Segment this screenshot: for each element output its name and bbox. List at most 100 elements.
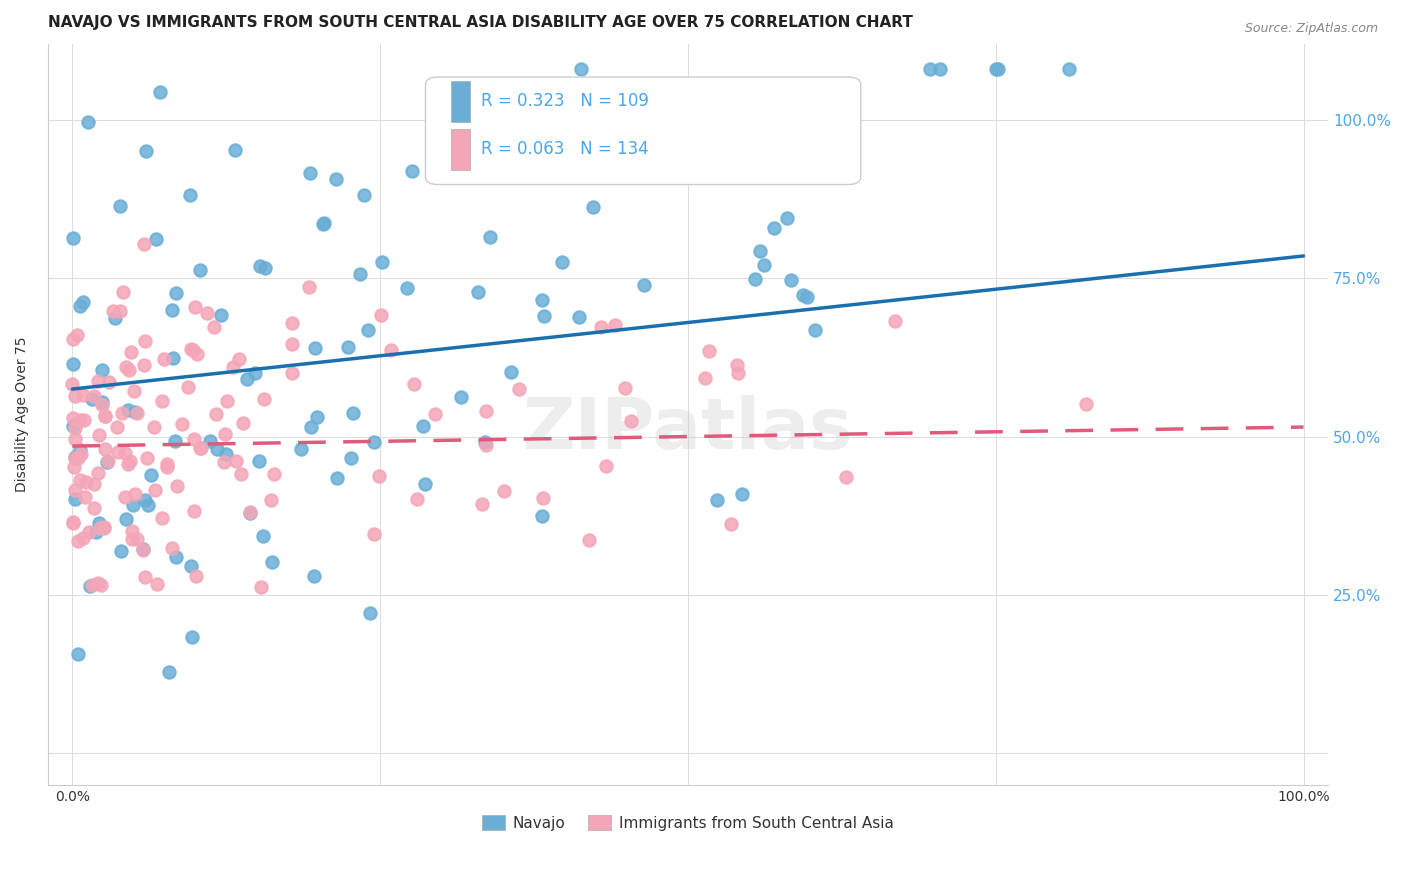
Point — [263, 467, 285, 482]
Point — [412, 419, 434, 434]
Point — [239, 506, 262, 520]
Point — [202, 319, 225, 334]
Point — [69, 412, 91, 426]
Text: NAVAJO VS IMMIGRANTS FROM SOUTH CENTRAL ASIA DISABILITY AGE OVER 75 CORRELATION : NAVAJO VS IMMIGRANTS FROM SOUTH CENTRAL … — [48, 15, 912, 30]
Point — [229, 467, 252, 482]
Point — [170, 417, 193, 432]
Point — [697, 343, 720, 358]
Point — [132, 542, 155, 557]
Point — [204, 407, 226, 421]
Point — [152, 511, 174, 525]
Point — [225, 454, 247, 468]
Point — [179, 188, 201, 202]
Point — [326, 471, 349, 485]
Point — [114, 491, 136, 505]
Point — [380, 343, 402, 357]
Point — [69, 447, 91, 461]
Bar — [451, 129, 470, 169]
Point — [114, 446, 136, 460]
Point — [134, 570, 156, 584]
Point — [117, 457, 139, 471]
Point — [569, 62, 592, 76]
Point — [157, 665, 180, 679]
Point — [406, 491, 429, 506]
Point — [281, 366, 304, 380]
Point — [479, 230, 502, 244]
Point — [752, 259, 775, 273]
Point — [370, 255, 392, 269]
Point — [62, 516, 84, 531]
Point — [91, 398, 114, 412]
Point — [367, 469, 389, 483]
Point — [180, 559, 202, 574]
Point — [401, 164, 423, 178]
Point — [254, 261, 277, 276]
Point — [104, 311, 127, 326]
Point — [80, 578, 103, 592]
Point — [353, 188, 375, 202]
Point — [110, 303, 132, 318]
Point — [75, 475, 97, 490]
Point — [93, 409, 115, 424]
Point — [190, 441, 212, 455]
Point — [125, 532, 148, 546]
Point — [578, 533, 600, 548]
Point — [177, 379, 200, 393]
Point — [247, 454, 270, 468]
Point — [110, 544, 132, 558]
Point — [101, 304, 124, 318]
Point — [475, 438, 498, 452]
Point — [568, 310, 591, 324]
Point — [744, 271, 766, 285]
Point — [582, 200, 605, 214]
Text: R = 0.323   N = 109: R = 0.323 N = 109 — [481, 92, 648, 110]
Point — [86, 467, 108, 481]
Point — [111, 285, 134, 299]
Point — [134, 359, 156, 373]
Point — [706, 492, 728, 507]
Point — [65, 483, 87, 498]
Point — [245, 366, 267, 380]
Point — [342, 406, 364, 420]
Point — [281, 316, 304, 330]
Point — [186, 346, 208, 360]
Point — [63, 450, 86, 464]
Point — [72, 295, 94, 310]
Point — [301, 419, 323, 434]
Point — [236, 371, 259, 385]
Point — [249, 259, 271, 273]
Point — [413, 477, 436, 491]
Point — [118, 362, 141, 376]
Point — [62, 410, 84, 425]
Point — [336, 340, 359, 354]
Point — [557, 145, 579, 159]
Point — [115, 512, 138, 526]
Point — [162, 302, 184, 317]
Point — [72, 531, 94, 545]
Point — [96, 455, 118, 469]
Point — [186, 568, 208, 582]
Point — [720, 517, 742, 532]
Point — [83, 477, 105, 491]
Point — [228, 352, 250, 367]
FancyBboxPatch shape — [426, 77, 860, 185]
Point — [695, 371, 717, 385]
Point — [762, 220, 785, 235]
Point — [184, 301, 207, 315]
Point — [69, 443, 91, 458]
Point — [474, 435, 496, 450]
Point — [121, 524, 143, 538]
Point — [150, 394, 173, 409]
Point — [238, 505, 260, 519]
Point — [94, 409, 117, 423]
Point — [253, 392, 276, 406]
Point — [145, 577, 167, 591]
Point — [162, 351, 184, 366]
Point — [98, 375, 121, 389]
Point — [423, 407, 446, 421]
Point — [727, 366, 749, 380]
Point — [135, 451, 157, 466]
Point — [198, 434, 221, 449]
Point — [312, 217, 335, 231]
Point — [450, 391, 472, 405]
